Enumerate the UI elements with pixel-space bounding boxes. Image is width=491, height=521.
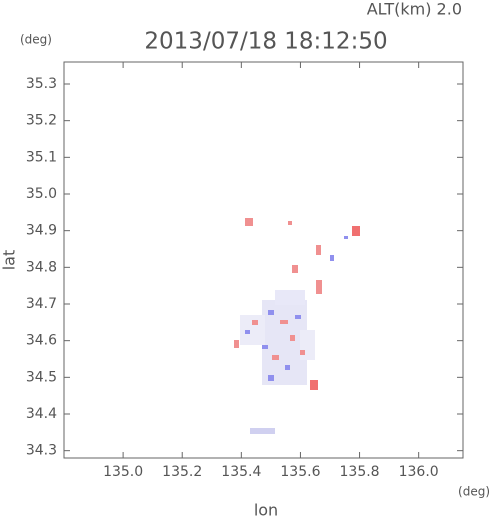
y-tick-label: 34.5	[26, 369, 57, 385]
chart-title: 2013/07/18 18:12:50	[144, 29, 387, 55]
y-tick-label: 35.3	[26, 76, 57, 92]
x-axis-label: lon	[254, 501, 278, 520]
y-tick-label: 35.1	[26, 149, 57, 165]
y-tick-label: 34.4	[26, 406, 57, 422]
altitude-label: ALT(km) 2.0	[367, 0, 462, 19]
x-unit: (deg)	[458, 485, 490, 499]
x-tick-label: 135.6	[280, 464, 320, 480]
y-tick-label: 34.7	[26, 296, 57, 312]
x-tick-label: 135.8	[340, 464, 380, 480]
y-tick-label: 34.8	[26, 259, 57, 275]
y-tick-label: 34.9	[26, 223, 57, 239]
y-tick-label: 34.3	[26, 443, 57, 459]
x-tick-label: 135.2	[162, 464, 202, 480]
y-unit: (deg)	[20, 33, 52, 47]
x-tick-label: 135.4	[221, 464, 261, 480]
plot-frame	[63, 61, 464, 459]
y-tick-label: 35.0	[26, 186, 57, 202]
y-tick-label: 35.2	[26, 113, 57, 129]
y-axis-label: lat	[0, 250, 19, 271]
x-tick-label: 136.0	[399, 464, 439, 480]
radar-echoes	[234, 218, 360, 434]
x-tick-label: 135.0	[103, 464, 143, 480]
y-tick-label: 34.6	[26, 333, 57, 349]
